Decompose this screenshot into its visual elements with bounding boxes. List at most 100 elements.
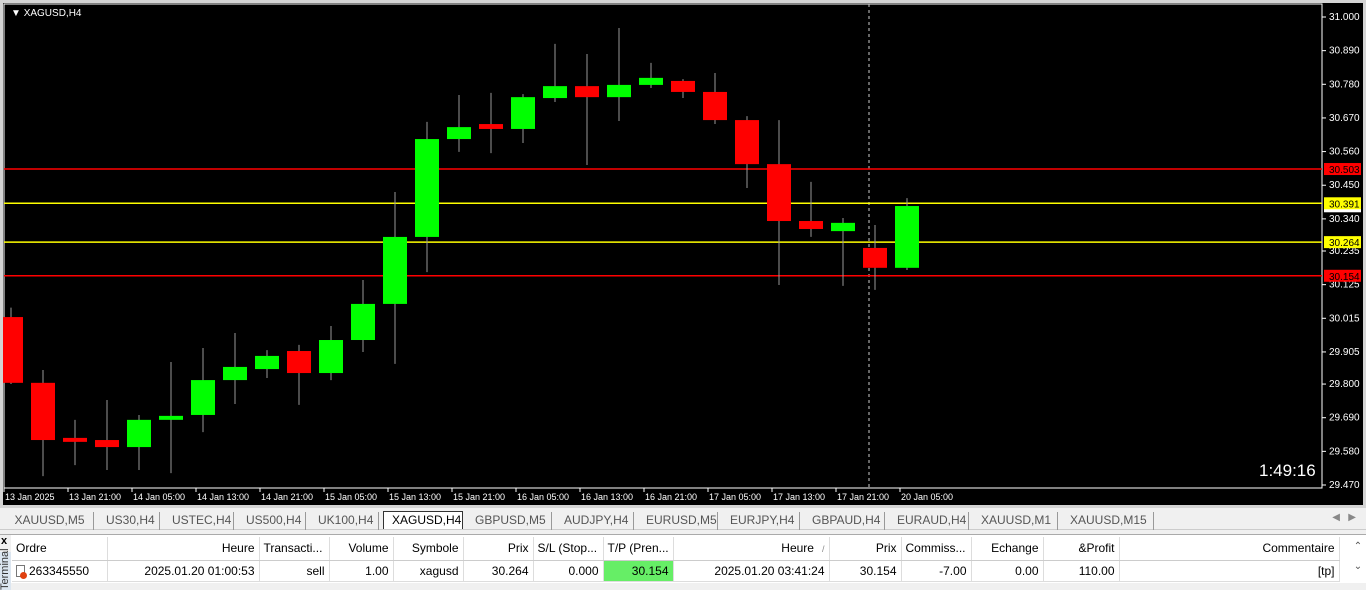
chart-window[interactable]: 31.000 30.890 30.780 30.670 30.560 30.450 30.3…: [0, 0, 1366, 508]
bear-candle: [703, 91, 727, 121]
table-header: Ordre Heure Transacti... Volume Symbole Prix S…: [12, 537, 1340, 561]
cell-value: sell: [306, 563, 325, 578]
bull-candle: [415, 139, 439, 237]
cell: [tp]: [1119, 560, 1340, 582]
price-level-label: 30.503: [1329, 165, 1360, 176]
column-header[interactable]: Prix: [829, 537, 902, 561]
column-header[interactable]: Commentaire: [1119, 537, 1340, 561]
cell-value: 2025.01.20 03:41:24: [714, 563, 825, 578]
bid-price-label: [1324, 208, 1361, 213]
bull-candle: [447, 127, 471, 140]
cell: 30.154: [829, 560, 902, 582]
price-level-label: 30.264: [1329, 238, 1360, 249]
bear-candle: [31, 382, 55, 441]
x-tick-label: 16 Jan 21:00: [645, 492, 697, 502]
tab-xauusd-m15[interactable]: XAUUSD,M15: [1062, 512, 1154, 530]
bear-candle: [767, 164, 791, 222]
bull-candle: [223, 366, 247, 381]
x-tick-label: 16 Jan 13:00: [581, 492, 633, 502]
vertical-scrollbar[interactable]: ⌃ ⌄: [1353, 541, 1363, 572]
column-header[interactable]: S/L (Stop...: [533, 537, 604, 561]
bear-candle: [575, 86, 599, 98]
tab-xauusd-m1[interactable]: XAUUSD,M1: [973, 512, 1058, 530]
order-document-icon: [16, 564, 27, 579]
y-tick-label: 29.800: [1329, 379, 1360, 390]
column-label: Transacti...: [263, 541, 323, 556]
table-row[interactable]: 263345550 2025.01.20 01:00:53 sell 1.00 xagu…: [12, 560, 1340, 582]
x-tick-label: 14 Jan 05:00: [133, 492, 185, 502]
cell-value: [tp]: [1317, 563, 1335, 578]
column-header[interactable]: Heure /: [673, 537, 830, 561]
cell: 2025.01.20 01:00:53: [107, 560, 260, 582]
tab-us500-h4[interactable]: US500,H4: [238, 512, 306, 530]
column-header[interactable]: Heure: [107, 537, 260, 561]
chart-symbol-label[interactable]: ▼ XAGUSD,H4: [11, 8, 82, 19]
tab-scroll-arrows[interactable]: ◀ ▶: [1332, 512, 1356, 523]
bull-candle: [511, 97, 535, 129]
tab-us30-h4[interactable]: US30,H4: [98, 512, 160, 530]
bear-candle: [799, 221, 823, 229]
cell: 0.00: [971, 560, 1044, 582]
y-tick-label: 31.000: [1329, 12, 1360, 23]
price-level-tag: [1324, 269, 1361, 282]
symbol-text: XAGUSD,H4: [23, 8, 82, 19]
column-header[interactable]: Echange: [971, 537, 1044, 561]
cell: -7.00: [901, 560, 972, 582]
y-tick-label: 29.580: [1329, 446, 1360, 457]
tab-gbpaud-h4[interactable]: GBPAUD,H4: [804, 512, 885, 530]
tab-gbpusd-m5[interactable]: GBPUSD,M5: [467, 512, 552, 530]
tab-ustec-h4[interactable]: USTEC,H4: [164, 512, 234, 530]
cell-value: 30.264: [491, 563, 529, 578]
y-tick-label: 29.470: [1329, 480, 1360, 491]
bar-countdown: 1:49:16: [1259, 461, 1316, 480]
cell-value: 1.00: [365, 563, 389, 578]
column-header[interactable]: &Profit: [1043, 537, 1120, 561]
cell: 263345550: [12, 560, 108, 582]
column-label: Heure: [221, 541, 255, 556]
terminal-sidebar: x Terminal: [0, 535, 11, 590]
column-header[interactable]: Ordre: [12, 537, 108, 561]
column-label: Volume: [348, 541, 389, 556]
cell: 110.00: [1043, 560, 1120, 582]
cell: xagusd: [393, 560, 464, 582]
bull-candle: [383, 236, 407, 304]
column-label: Commiss...: [905, 541, 966, 556]
x-tick-label: 16 Jan 05:00: [517, 492, 569, 502]
bear-candle: [863, 247, 887, 268]
tab-eurusd-m5[interactable]: EURUSD,M5: [638, 512, 718, 530]
x-tick-label: 17 Jan 13:00: [773, 492, 825, 502]
column-header[interactable]: Volume: [329, 537, 394, 561]
bull-candle: [159, 415, 183, 420]
tab-uk100-h4[interactable]: UK100,H4: [310, 512, 379, 530]
price-level-tag: [1324, 197, 1361, 210]
y-tick-label: 30.560: [1329, 147, 1360, 158]
tab-xauusd-m5[interactable]: XAUUSD,M5: [6, 512, 94, 530]
close-icon[interactable]: x: [1, 535, 8, 547]
column-header[interactable]: Transacti...: [259, 537, 330, 561]
tab-audjpy-h4[interactable]: AUDJPY,H4: [556, 512, 634, 530]
bull-candle: [127, 419, 151, 448]
tab-eurjpy-h4[interactable]: EURJPY,H4: [722, 512, 800, 530]
column-header[interactable]: Commiss...: [901, 537, 972, 561]
tab-xagusd-h4[interactable]: XAGUSD,H4: [383, 511, 463, 529]
column-label: Ordre: [16, 541, 47, 556]
column-header[interactable]: Symbole: [393, 537, 464, 561]
y-tick-label: 30.450: [1329, 180, 1360, 191]
column-header[interactable]: Prix: [463, 537, 534, 561]
y-tick-label: 30.780: [1329, 79, 1360, 90]
tab-euraud-h4[interactable]: EURAUD,H4: [889, 512, 969, 530]
y-tick-label: 30.125: [1329, 280, 1360, 291]
column-label: T/P (Pren...: [607, 541, 669, 556]
terminal-panel: x Terminal Ordre Heure Transacti... Volume S…: [0, 534, 1366, 590]
bull-candle: [543, 86, 567, 99]
price-level-label: 30.154: [1329, 272, 1360, 283]
price-chart[interactable]: 31.000 30.890 30.780 30.670 30.560 30.450 30.3…: [3, 3, 1363, 505]
terminal-label: Terminal: [0, 548, 11, 590]
bull-candle: [895, 206, 919, 268]
price-level-label: 30.391: [1329, 199, 1360, 210]
cell: 30.154: [603, 560, 674, 582]
bear-candle: [3, 317, 23, 383]
cell-value: xagusd: [419, 563, 459, 578]
y-tick-label: 29.690: [1329, 413, 1360, 424]
column-header[interactable]: T/P (Pren...: [603, 537, 674, 561]
